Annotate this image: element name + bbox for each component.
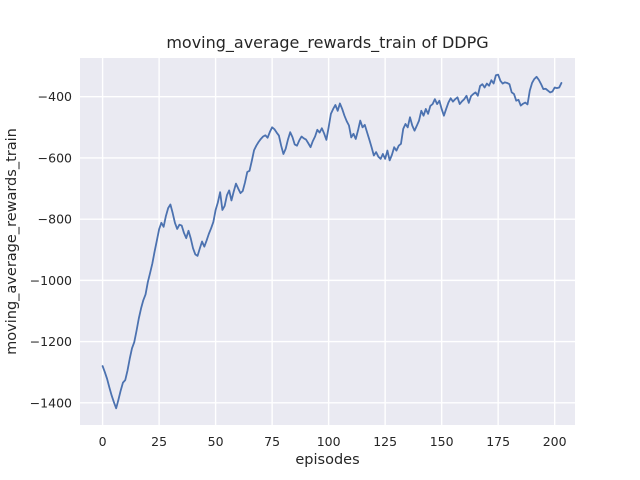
chart-title: moving_average_rewards_train of DDPG bbox=[166, 33, 488, 53]
x-tick-label: 75 bbox=[264, 434, 280, 449]
gridlines bbox=[80, 58, 575, 425]
x-tick-label: 100 bbox=[317, 434, 341, 449]
y-tick-label: −400 bbox=[38, 89, 72, 104]
x-tick-label: 25 bbox=[151, 434, 167, 449]
y-tick-label: −600 bbox=[38, 150, 72, 165]
data-series bbox=[101, 73, 563, 410]
plot-background bbox=[80, 58, 575, 425]
y-tick-label: −1000 bbox=[30, 273, 72, 288]
y-tick-label: −1400 bbox=[30, 395, 72, 410]
x-axis-label: episodes bbox=[295, 452, 359, 468]
series-line bbox=[101, 73, 563, 410]
x-tick-label: 150 bbox=[430, 434, 454, 449]
x-axis-tick-labels: 0 25 50 75 100 125 150 175 200 bbox=[99, 434, 567, 449]
x-tick-label: 200 bbox=[543, 434, 567, 449]
x-tick-label: 175 bbox=[486, 434, 510, 449]
x-tick-label: 125 bbox=[373, 434, 397, 449]
y-tick-label: −800 bbox=[38, 212, 72, 227]
y-axis-label: moving_average_rewards_train bbox=[4, 128, 20, 355]
y-tick-label: −1200 bbox=[30, 334, 72, 349]
y-axis-tick-labels: −400 −600 −800 −1000 −1200 −1400 bbox=[30, 89, 72, 410]
x-tick-label: 0 bbox=[99, 434, 107, 449]
x-tick-label: 50 bbox=[208, 434, 224, 449]
